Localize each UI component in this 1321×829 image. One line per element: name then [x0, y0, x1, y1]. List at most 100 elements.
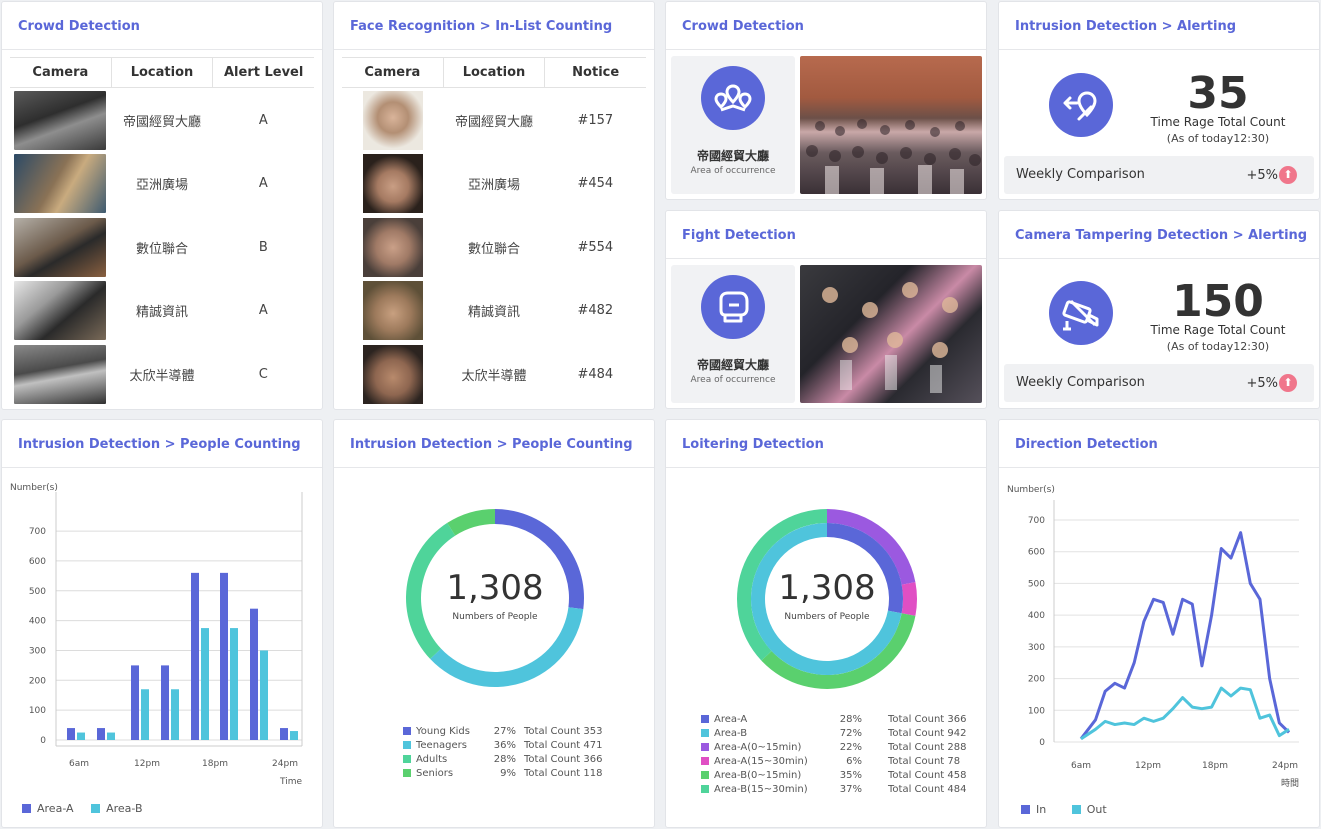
- donut-chart[interactable]: [334, 468, 655, 768]
- col-header[interactable]: Notice: [544, 58, 646, 87]
- legend-label: Young Kids: [416, 726, 470, 737]
- legend-item[interactable]: Area-B(0~15min) 35% Total Count 458: [701, 770, 967, 781]
- donut-slice: [827, 523, 903, 614]
- col-header[interactable]: Camera: [32, 65, 89, 80]
- bar: [141, 689, 149, 740]
- legend-item[interactable]: Out: [1071, 803, 1107, 816]
- chart-legend: In Out: [1021, 803, 1107, 816]
- legend-count: Total Count 471: [524, 740, 603, 751]
- camera-thumbnail[interactable]: [14, 280, 106, 340]
- table-row[interactable]: 帝國經貿大廳 #157: [342, 88, 646, 152]
- y-tick-label: 400: [1028, 611, 1045, 621]
- camera-thumbnail[interactable]: [14, 153, 106, 213]
- bar-chart[interactable]: Number(s) 0 100 200 300 400 500 600 700 6am 12pm 18…: [2, 420, 323, 828]
- face-thumbnail[interactable]: [362, 90, 423, 150]
- table-row[interactable]: 太欣半導體 C: [10, 342, 314, 406]
- card-title: Intrusion Detection > People Counting: [18, 437, 301, 452]
- weekly-comparison[interactable]: Weekly Comparison +5% ⬆: [1004, 156, 1314, 194]
- location-cell: 亞洲廣場: [467, 177, 520, 193]
- donut-chart[interactable]: [666, 468, 987, 768]
- table-row[interactable]: 帝國經貿大廳 A: [10, 88, 314, 152]
- y-tick-label: 200: [1028, 675, 1045, 685]
- card-title: Crowd Detection: [682, 19, 804, 34]
- legend-item[interactable]: Area-A 28% Total Count 366: [701, 714, 967, 725]
- legend-item[interactable]: Area-B(15~30min) 37% Total Count 484: [701, 784, 967, 795]
- legend-label: Area-B: [106, 802, 143, 815]
- fight-photo[interactable]: [800, 265, 982, 403]
- location-cell: 亞洲廣場: [135, 177, 188, 193]
- location-cell: 太欣半導體: [129, 368, 195, 384]
- legend-percent: 36%: [493, 740, 516, 751]
- table-row[interactable]: 精誠資訊 A: [10, 278, 314, 342]
- face-table-card: Face Recognition > In-List Counting Came…: [333, 1, 655, 410]
- divider: [334, 49, 654, 50]
- col-header[interactable]: Location: [110, 58, 213, 87]
- donut-total: 1,308: [778, 568, 876, 608]
- donut-slice: [495, 509, 584, 610]
- legend-label: Area-B(0~15min): [714, 770, 802, 781]
- card-title: Crowd Detection: [18, 19, 140, 34]
- camera-thumbnail[interactable]: [14, 344, 106, 404]
- legend-item[interactable]: Young Kids 27% Total Count 353: [403, 726, 603, 737]
- legend-percent: 9%: [500, 768, 516, 779]
- bar: [290, 731, 298, 740]
- legend-item[interactable]: Area-B 72% Total Count 942: [701, 728, 967, 739]
- as-of-label: (As of today12:30): [1166, 340, 1270, 353]
- area-panel[interactable]: 帝國經貿大廳 Area of occurrence: [671, 265, 795, 403]
- donut-total-label: Numbers of People: [784, 612, 870, 622]
- card-title: Intrusion Detection > Alerting: [1015, 19, 1236, 34]
- y-tick-label: 700: [1028, 516, 1045, 526]
- legend-percent: 28%: [839, 714, 862, 725]
- legend-count: Total Count 353: [524, 726, 603, 737]
- weekly-percent: +5%: [1246, 376, 1278, 391]
- table-row[interactable]: 亞洲廣場 A: [10, 151, 314, 215]
- weekly-percent: +5%: [1246, 168, 1278, 183]
- legend-count: Total Count 288: [888, 742, 967, 753]
- bar: [191, 572, 199, 740]
- col-header[interactable]: Location: [442, 58, 545, 87]
- card-title: Face Recognition > In-List Counting: [350, 19, 613, 34]
- weekly-comparison[interactable]: Weekly Comparison +5% ⬆: [1004, 364, 1314, 402]
- x-tick-label: 18pm: [202, 759, 228, 769]
- legend-item[interactable]: Adults 28% Total Count 366: [403, 754, 603, 765]
- legend-count: Total Count 78: [888, 756, 961, 767]
- donut-total-label: Numbers of People: [452, 612, 538, 622]
- face-thumbnail[interactable]: [362, 344, 423, 404]
- table-row[interactable]: 亞洲廣場 #454: [342, 151, 646, 215]
- camera-thumbnail[interactable]: [14, 90, 106, 150]
- crowd-photo[interactable]: [800, 56, 982, 194]
- line-chart[interactable]: Number(s) 0 100 200 300 400 500 600 700 6am 12pm 18…: [999, 420, 1320, 828]
- weekly-label: Weekly Comparison: [1016, 167, 1145, 182]
- table-row[interactable]: 數位聯合 B: [10, 215, 314, 279]
- legend-item[interactable]: In: [1021, 803, 1046, 816]
- divider: [666, 258, 986, 259]
- area-panel[interactable]: 帝國經貿大廳 Area of occurrence: [671, 56, 795, 194]
- legend-count: Total Count 366: [888, 714, 967, 725]
- face-thumbnail[interactable]: [362, 217, 423, 277]
- table-header: Camera Location Notice: [342, 57, 646, 88]
- legend-item[interactable]: Area-A(0~15min) 22% Total Count 288: [701, 742, 967, 753]
- legend-label: Teenagers: [416, 740, 468, 751]
- camera-thumbnail[interactable]: [14, 217, 106, 277]
- divider: [666, 467, 986, 468]
- table-row[interactable]: 精誠資訊 #482: [342, 278, 646, 342]
- legend-item[interactable]: Area-B: [91, 802, 143, 815]
- face-thumbnail[interactable]: [362, 153, 423, 213]
- bar: [67, 728, 75, 740]
- table-row[interactable]: 數位聯合 #554: [342, 215, 646, 279]
- alert-level-cell: C: [258, 366, 268, 382]
- legend-item[interactable]: Area-A: [22, 802, 74, 815]
- donut-chart-card: Intrusion Detection > People Counting 1,…: [333, 419, 655, 828]
- alert-level-cell: A: [258, 112, 268, 128]
- divider: [999, 49, 1319, 50]
- col-header[interactable]: Camera: [364, 65, 421, 80]
- card-title: Direction Detection: [1015, 437, 1158, 452]
- legend-item[interactable]: Area-A(15~30min) 6% Total Count 78: [701, 756, 960, 767]
- table-row[interactable]: 太欣半導體 #484: [342, 342, 646, 406]
- col-header[interactable]: Alert Level: [212, 58, 314, 87]
- line-chart-card: Direction Detection Number(s) 0 100 200 300 4…: [998, 419, 1320, 828]
- legend-item[interactable]: Teenagers 36% Total Count 471: [403, 740, 603, 751]
- location-cell: 數位聯合: [135, 241, 188, 257]
- face-thumbnail[interactable]: [362, 280, 423, 340]
- legend-item[interactable]: Seniors 9% Total Count 118: [403, 768, 603, 779]
